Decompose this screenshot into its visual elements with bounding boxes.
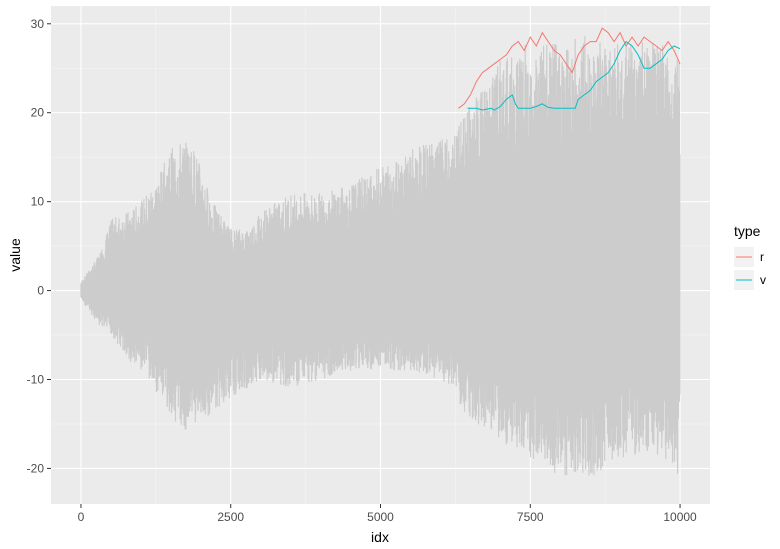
y-tick-label: 20 xyxy=(31,106,45,120)
x-axis: 0 2500 5000 7500 10000 xyxy=(78,504,697,524)
legend-label-v: v xyxy=(760,273,766,287)
y-tick-label: 0 xyxy=(37,284,44,298)
raw-series xyxy=(80,35,681,476)
x-tick-label: 2500 xyxy=(217,510,244,524)
y-axis-title: value xyxy=(7,238,23,272)
x-axis-title: idx xyxy=(371,529,389,545)
y-tick-label: 10 xyxy=(31,195,45,209)
legend-title: type xyxy=(734,223,761,239)
legend: type r v xyxy=(734,223,766,290)
x-tick-label: 0 xyxy=(78,510,85,524)
legend-label-r: r xyxy=(760,250,764,264)
x-tick-label: 10000 xyxy=(663,510,697,524)
y-tick-label: 30 xyxy=(31,17,45,31)
x-tick-label: 7500 xyxy=(517,510,544,524)
y-tick-label: -20 xyxy=(27,461,45,475)
series-line-v xyxy=(467,40,681,111)
y-axis: -20 -10 0 10 20 30 xyxy=(27,17,51,475)
x-tick-label: 5000 xyxy=(367,510,394,524)
y-tick-label: -10 xyxy=(27,373,45,387)
series-line-r xyxy=(458,27,681,109)
raw-series-path xyxy=(80,35,681,476)
series-lines xyxy=(458,27,681,111)
